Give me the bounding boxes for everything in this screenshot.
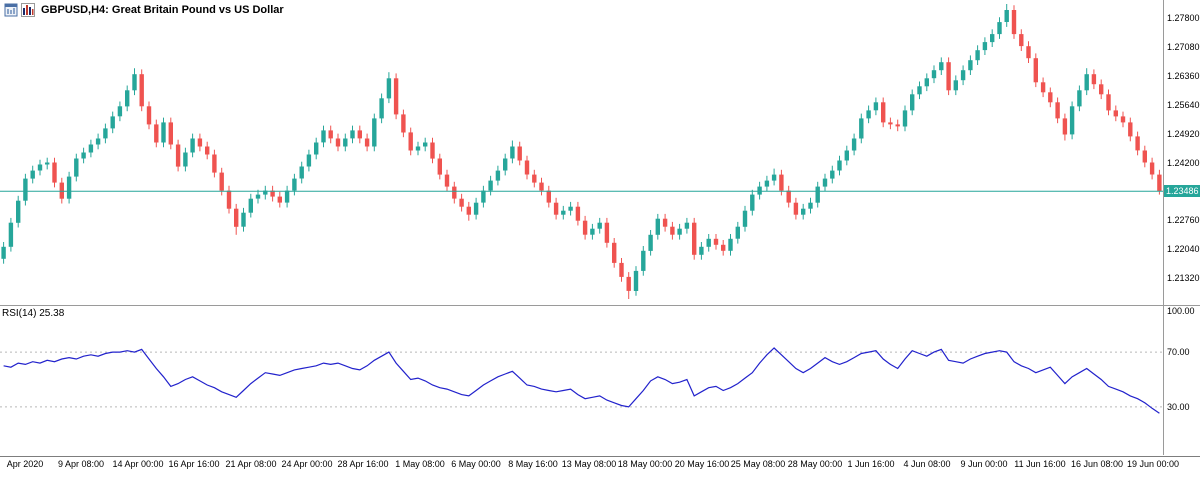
time-axis-label: 25 May 08:00 — [730, 459, 786, 469]
price-axis-label: 1.22040 — [1167, 244, 1200, 254]
price-axis-label: 1.24200 — [1167, 158, 1200, 168]
price-axis-label: 1.21320 — [1167, 273, 1200, 283]
time-axis-label: 6 May 00:00 — [451, 459, 501, 469]
time-axis-label: 21 Apr 08:00 — [225, 459, 277, 469]
time-axis-label: 8 May 16:00 — [508, 459, 558, 469]
time-axis-label: 1 Jun 16:00 — [847, 459, 895, 469]
time-axis-label: 19 Jun 00:00 — [1126, 459, 1180, 469]
time-axis-label: 28 Apr 16:00 — [337, 459, 389, 469]
price-axis-label: 1.27800 — [1167, 13, 1200, 23]
price-axis-label: 1.22760 — [1167, 215, 1200, 225]
rsi-indicator-label: RSI(14) 25.38 — [2, 308, 65, 319]
chart-header: GBPUSD,H4: Great Britain Pound vs US Dol… — [4, 3, 284, 17]
bar-chart-icon[interactable] — [21, 3, 35, 17]
time-axis-label: Apr 2020 — [6, 459, 44, 469]
time-axis-label: 14 Apr 00:00 — [112, 459, 164, 469]
time-axis-label: 16 Jun 08:00 — [1070, 459, 1124, 469]
current-price-badge: 1.23486 — [1164, 185, 1200, 197]
rsi-axis[interactable]: 100.00 70.00 30.00 — [1166, 305, 1200, 455]
rsi-chart[interactable] — [0, 305, 1163, 455]
chart-title: GBPUSD,H4: Great Britain Pound vs US Dol… — [41, 4, 284, 16]
time-axis-label: 13 May 08:00 — [561, 459, 617, 469]
price-axis-label: 1.25640 — [1167, 100, 1200, 110]
time-axis-label: 20 May 16:00 — [674, 459, 730, 469]
window-restore-icon[interactable] — [4, 3, 18, 17]
time-axis[interactable]: Apr 2020 9 Apr 08:00 14 Apr 00:00 16 Apr 16… — [0, 459, 1200, 477]
price-axis[interactable]: 1.27800 1.27080 1.26360 1.25640 1.24920 1.242… — [1166, 0, 1200, 305]
time-axis-label: 9 Jun 00:00 — [960, 459, 1008, 469]
rsi-axis-label: 30.00 — [1167, 402, 1190, 412]
axis-separator — [1163, 0, 1164, 455]
rsi-axis-label: 70.00 — [1167, 347, 1190, 357]
time-axis-label: 24 Apr 00:00 — [281, 459, 333, 469]
rsi-axis-label: 100.00 — [1167, 306, 1195, 316]
price-axis-label: 1.26360 — [1167, 71, 1200, 81]
time-axis-label: 11 Jun 16:00 — [1014, 459, 1066, 469]
time-axis-label: 16 Apr 16:00 — [168, 459, 220, 469]
time-axis-label: 18 May 00:00 — [617, 459, 673, 469]
time-axis-label: 9 Apr 08:00 — [57, 459, 105, 469]
time-axis-label: 1 May 08:00 — [395, 459, 445, 469]
time-axis-label: 4 Jun 08:00 — [903, 459, 951, 469]
price-axis-label: 1.24920 — [1167, 129, 1200, 139]
panel-divider[interactable] — [0, 305, 1200, 306]
time-axis-separator — [0, 456, 1200, 457]
time-axis-label: 28 May 00:00 — [787, 459, 843, 469]
price-chart[interactable] — [0, 0, 1163, 305]
price-axis-label: 1.27080 — [1167, 42, 1200, 52]
